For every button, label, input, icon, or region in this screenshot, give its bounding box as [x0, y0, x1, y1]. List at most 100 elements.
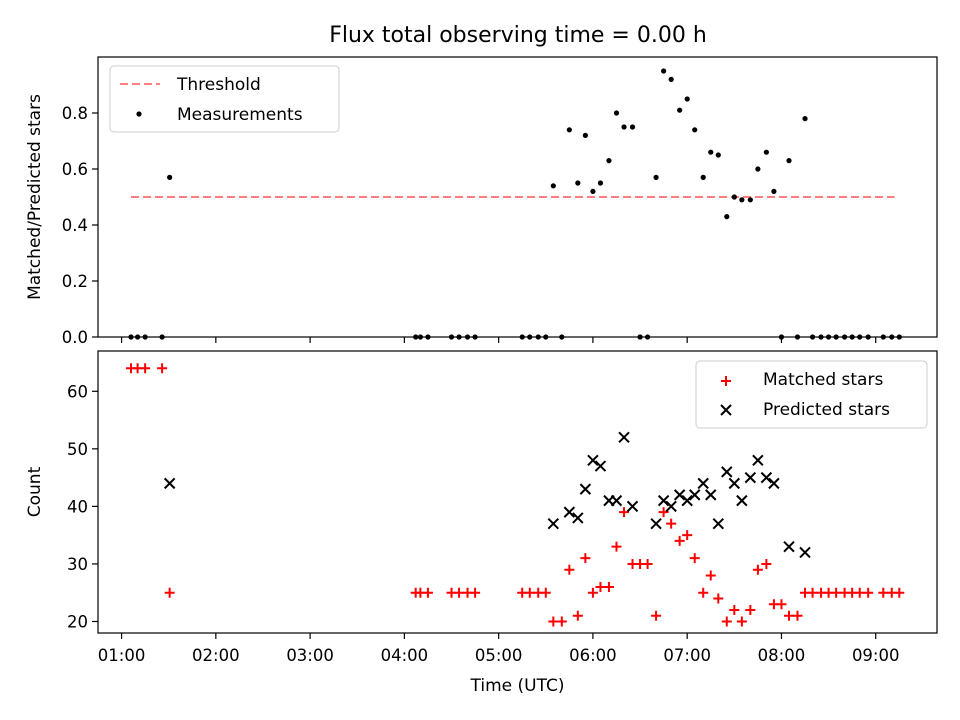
data-point [579, 483, 592, 495]
x-tick-label: 02:00 [192, 646, 240, 665]
data-point [697, 477, 709, 490]
data-point [563, 506, 576, 518]
x-tick-label: 08:00 [758, 646, 806, 665]
data-point [724, 214, 730, 220]
data-point [736, 494, 748, 507]
data-point [744, 471, 757, 484]
data-point [668, 76, 674, 82]
data-point [747, 197, 753, 203]
data-point [164, 587, 175, 598]
chart-title: Flux total observing time = 0.00 h [329, 23, 707, 48]
data-point [728, 477, 741, 490]
x-tick-label: 06:00 [569, 646, 617, 665]
data-point [768, 477, 780, 490]
y-tick-label: 20 [67, 612, 88, 631]
data-point [705, 570, 716, 581]
data-point [167, 174, 173, 180]
data-point [657, 494, 670, 507]
x-tick-label: 03:00 [286, 646, 334, 665]
data-point [729, 604, 740, 615]
data-point [650, 517, 662, 530]
data-point [792, 610, 803, 621]
data-point [629, 124, 636, 130]
data-point [566, 127, 572, 133]
data-point [661, 68, 667, 74]
legend-box [695, 360, 928, 429]
axes-frame [97, 56, 938, 338]
data-point [745, 604, 756, 615]
data-point [572, 512, 584, 524]
data-point [547, 517, 560, 530]
data-point [582, 132, 588, 138]
y-tick-label: 30 [67, 555, 88, 574]
data-point [763, 149, 769, 155]
data-point [802, 116, 808, 122]
data-point [572, 610, 583, 621]
data-point [689, 553, 700, 564]
data-point [715, 152, 721, 158]
data-point [618, 431, 630, 444]
legend-predicted-marker [720, 404, 732, 416]
x-tick-label: 04:00 [381, 646, 429, 665]
axes-frame [97, 350, 938, 634]
data-point [799, 546, 811, 559]
legend-measurements-marker [136, 111, 142, 117]
data-point [731, 194, 737, 200]
data-point [752, 454, 764, 467]
data-point [682, 530, 693, 541]
data-point [771, 188, 777, 194]
y-tick-label: 0.0 [62, 328, 88, 347]
legend-predicted-label: Predicted stars [763, 400, 890, 420]
data-point [755, 166, 761, 172]
data-point [575, 180, 581, 186]
y-tick-label: 40 [67, 497, 88, 516]
y-axis-label: Count [25, 466, 45, 517]
data-point [611, 541, 622, 552]
data-point [674, 535, 685, 546]
data-point [700, 174, 706, 180]
data-point [556, 616, 567, 627]
data-point [894, 587, 905, 598]
data-point [642, 558, 653, 569]
data-point [157, 363, 168, 374]
y-tick-label: 60 [67, 382, 88, 401]
data-point [705, 489, 717, 501]
data-point [597, 180, 604, 186]
data-point [684, 96, 690, 102]
data-point [550, 183, 556, 189]
legend-matched-marker [721, 376, 731, 386]
data-point [422, 587, 433, 598]
legend-measurements-label: Measurements [177, 105, 303, 125]
data-point [681, 494, 693, 507]
data-point [619, 507, 630, 518]
data-point [470, 587, 481, 598]
data-point [548, 616, 559, 627]
data-point [594, 460, 607, 472]
x-tick-label: 01:00 [98, 646, 146, 665]
y-tick-label: 50 [67, 440, 88, 459]
data-point [653, 174, 659, 180]
legend-threshold-label: Threshold [176, 75, 261, 95]
data-point [752, 564, 763, 575]
data-point [721, 466, 733, 478]
data-point [736, 616, 747, 627]
data-point [721, 616, 732, 627]
data-point [587, 454, 599, 467]
data-point [590, 188, 596, 194]
data-point [863, 587, 874, 598]
y-axis-label: Matched/Predicted stars [25, 94, 45, 300]
data-point [540, 587, 551, 598]
data-point [595, 581, 606, 592]
data-point [776, 599, 787, 610]
y-tick-label: 0.2 [62, 272, 88, 291]
data-point [677, 107, 683, 113]
data-point [878, 587, 889, 598]
x-tick-label: 09:00 [852, 646, 900, 665]
top-panel: 0.0 0.2 0.4 0.6 0.8 Matched/Predicted stars Th… [25, 56, 938, 347]
data-point [603, 581, 614, 592]
data-point [712, 517, 725, 530]
y-tick-label: 0.8 [62, 104, 88, 123]
x-axis-label: Time (UTC) [470, 676, 565, 696]
data-point [760, 471, 773, 484]
